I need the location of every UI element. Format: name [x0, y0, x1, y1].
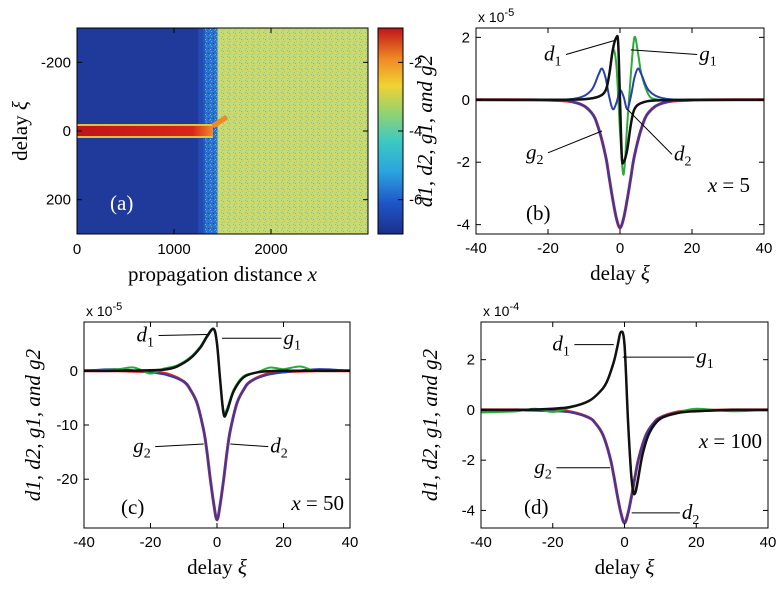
axis-multiplier: x 10-5: [478, 7, 514, 25]
curve-label: g1: [284, 325, 302, 353]
x-tick-label: -20: [537, 240, 559, 257]
x-annotation: x = 5: [707, 173, 750, 197]
colorbar-tick-label: -6: [409, 192, 422, 209]
y-tick-label: 0: [467, 402, 475, 419]
x-tick-label: -20: [542, 534, 564, 551]
axis-multiplier: x 10-4: [483, 301, 519, 319]
x-tick-label: 20: [275, 534, 292, 551]
x-tick-label: 2000: [254, 241, 287, 258]
panel-a-tag: (a): [110, 191, 133, 215]
heatmap-region-2: [217, 28, 368, 234]
heatmap-image: [77, 28, 368, 234]
leader-line: [155, 443, 204, 448]
x-tick-label: 20: [684, 240, 701, 257]
axis-multiplier: x 10-5: [86, 301, 122, 319]
x-tick-label: 40: [342, 534, 359, 551]
leader-line: [630, 49, 698, 56]
x-axis-label: delay ξ: [595, 555, 655, 579]
curve-label: d1: [552, 332, 570, 360]
leader-line: [230, 443, 269, 448]
x-tick-label: -20: [140, 534, 162, 551]
colorbar-tick-label: -2: [409, 54, 422, 71]
curve-label: d2: [674, 141, 692, 169]
x-annotation: x = 50: [290, 491, 344, 515]
series-line-d1: [476, 34, 764, 165]
y-tick-label: 2: [462, 29, 470, 46]
x-annotation: x = 100: [698, 429, 762, 453]
panel-c-line: -40 -20 0 20 40 0 -10 -20 x 10-5 d1 g1 g2 d2 (c) x = 5…: [21, 301, 358, 579]
colorbar-ticks: -2 -4 -6: [398, 54, 422, 209]
y-axis-label: d1, d2, g1, and g2: [21, 348, 45, 501]
x-tick-label: 0: [620, 534, 628, 551]
panel-a-heatmap: 0 1000 2000 -200 0 200 (a) propagation distan…: [8, 27, 422, 286]
leader-line: [547, 130, 603, 154]
x-tick-label: 1000: [157, 241, 190, 258]
panel-tag: (d): [524, 495, 549, 519]
panel-a-ylabel: delay ξ: [8, 101, 32, 161]
y-tick-label: 0: [70, 363, 78, 380]
leader-line: [158, 333, 208, 337]
y-tick-label: -2: [462, 452, 475, 469]
colorbar-tick-label: -4: [409, 123, 422, 140]
series-group: [84, 327, 350, 522]
series-line-d1: [481, 330, 768, 496]
y-tick-label: -10: [56, 417, 78, 434]
panel-a-ticks: 0 1000 2000 -200 0 200: [41, 28, 368, 258]
curve-label: d2: [270, 434, 288, 462]
leader-line: [565, 40, 615, 56]
curve-label: g1: [699, 42, 717, 70]
series-line-d2: [476, 98, 764, 229]
y-axis-label: d1, d2, g1, and g2: [418, 348, 442, 501]
x-tick-label: 20: [688, 534, 705, 551]
series-group: [476, 34, 764, 230]
curve-label: d1: [137, 323, 155, 351]
curve-label: g1: [696, 344, 714, 372]
series-line-d2: [84, 368, 350, 521]
curve-label: d1: [544, 42, 562, 70]
y-tick-label: -4: [457, 217, 470, 234]
panel-tag: (b): [526, 201, 551, 225]
x-tick-label: -40: [465, 240, 487, 257]
panel-a-xlabel: propagation distance x: [128, 262, 318, 286]
x-tick-label: 40: [756, 240, 773, 257]
x-tick-label: 40: [760, 534, 777, 551]
x-tick-label: -40: [470, 534, 492, 551]
panel-tag: (c): [121, 495, 144, 519]
x-tick-label: 0: [73, 241, 81, 258]
curve-label: d2: [682, 500, 700, 528]
pulse-core: [77, 126, 213, 136]
curve-label: g2: [133, 434, 151, 462]
x-tick-label: -40: [73, 534, 95, 551]
y-tick-label: -2: [457, 154, 470, 171]
y-tick-label: 2: [467, 352, 475, 369]
y-tick-label: -20: [56, 471, 78, 488]
curve-label: g2: [526, 140, 544, 168]
y-tick-label: 200: [46, 192, 71, 209]
y-tick-label: 0: [462, 92, 470, 109]
series-line-d1: [84, 327, 350, 418]
x-tick-label: 0: [616, 240, 624, 257]
y-axis-label: d1, d2, g1, and g2: [413, 54, 437, 207]
x-tick-label: 0: [213, 534, 221, 551]
leader-line: [626, 108, 673, 155]
pulse-tail: [211, 114, 229, 129]
y-tick-label: -4: [462, 502, 475, 519]
y-tick-label: -200: [41, 54, 71, 71]
curve-label: g2: [534, 455, 552, 483]
x-axis-label: delay ξ: [187, 555, 247, 579]
y-tick-label: 0: [63, 123, 71, 140]
x-axis-label: delay ξ: [590, 261, 650, 285]
